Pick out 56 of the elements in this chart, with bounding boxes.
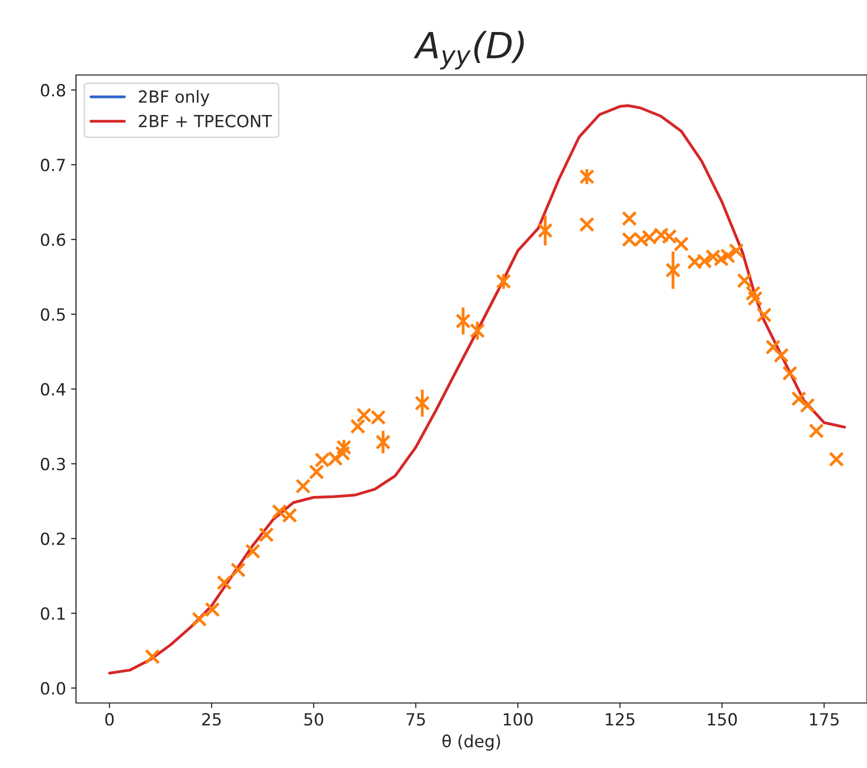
point (470, 323, 486, 338)
point (774, 348, 789, 363)
x-tick-label: 25 (202, 713, 221, 726)
point (336, 440, 352, 455)
point (782, 366, 798, 381)
point (745, 286, 761, 301)
point (414, 396, 430, 411)
point (335, 446, 350, 461)
point (455, 313, 471, 329)
x-tick-label: 0 (105, 713, 114, 726)
point (295, 478, 311, 494)
point (756, 307, 772, 323)
point (204, 602, 220, 618)
x-tick-label: 175 (810, 713, 839, 726)
point (622, 210, 637, 226)
point (579, 169, 594, 184)
x-tick-label: 50 (304, 713, 324, 726)
y-tick-label: 0.2 (40, 532, 65, 546)
point (144, 649, 160, 664)
point (665, 262, 681, 278)
y-tick-label: 0.1 (40, 607, 65, 620)
point (714, 251, 729, 267)
point (736, 272, 752, 288)
point (216, 574, 232, 590)
x-tick-label: 150 (708, 713, 737, 726)
point (728, 243, 744, 258)
point (800, 398, 816, 414)
point (538, 222, 553, 238)
point (230, 562, 246, 578)
x-tick-label: 125 (606, 713, 634, 726)
y-tick-label: 0.0 (40, 682, 66, 695)
y-tick-label: 0.5 (40, 308, 65, 321)
y-tick-label: 0.7 (40, 158, 65, 172)
chart-title: A$_{yy}$(D) (414, 30, 524, 70)
point (579, 216, 594, 232)
point (258, 527, 274, 542)
point (828, 452, 844, 467)
x-tick-label: 75 (406, 713, 425, 726)
point (192, 612, 207, 627)
x-axis-title: θ (deg) (442, 734, 500, 751)
point (765, 339, 781, 355)
y-tick-label: 0.6 (40, 233, 66, 246)
y-tick-label: 0.4 (40, 382, 66, 396)
point (791, 391, 806, 406)
point (308, 464, 324, 480)
point (375, 434, 391, 450)
legend-label: 2BF + TPECONT (138, 114, 272, 128)
y-tick-label: 0.3 (40, 458, 65, 470)
point (245, 544, 260, 559)
legend-label: 2BF only (138, 90, 210, 106)
y-tick-label: 0.8 (40, 84, 66, 97)
point (496, 274, 512, 289)
point (350, 418, 366, 434)
point (808, 423, 824, 439)
point (747, 290, 763, 306)
x-tick-label: 100 (504, 713, 533, 726)
